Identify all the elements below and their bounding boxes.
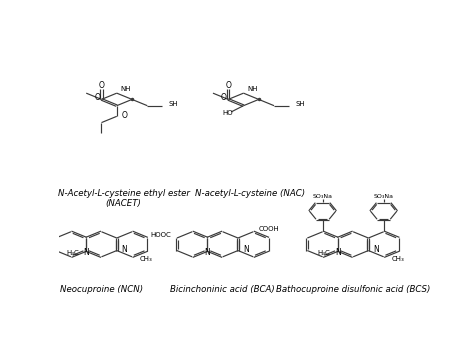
Text: Bicinchoninic acid (BCA): Bicinchoninic acid (BCA)	[170, 285, 275, 295]
Text: HOOC: HOOC	[151, 233, 172, 238]
Text: H₃C: H₃C	[66, 250, 79, 256]
Text: O: O	[94, 93, 100, 102]
Text: COOH: COOH	[259, 226, 280, 232]
Text: N: N	[83, 248, 89, 257]
Text: SH: SH	[169, 101, 179, 107]
Text: N: N	[205, 248, 210, 257]
Text: SH: SH	[296, 101, 305, 107]
Text: CH₃: CH₃	[392, 256, 404, 262]
Text: SO₃Na: SO₃Na	[312, 194, 333, 199]
Text: O: O	[121, 111, 128, 120]
Text: N-acetyl-L-cysteine (NAC): N-acetyl-L-cysteine (NAC)	[195, 189, 305, 198]
Text: O: O	[225, 81, 231, 90]
Text: Neocuproine (NCN): Neocuproine (NCN)	[60, 285, 143, 295]
Text: N: N	[335, 248, 341, 257]
Text: NH: NH	[247, 86, 258, 92]
Text: O: O	[221, 93, 227, 102]
Text: N-Acetyl-L-cysteine ethyl ester: N-Acetyl-L-cysteine ethyl ester	[58, 189, 190, 198]
Text: Bathocuproine disulfonic acid (BCS): Bathocuproine disulfonic acid (BCS)	[276, 285, 430, 295]
Text: N: N	[373, 245, 379, 254]
Text: SO₃Na: SO₃Na	[374, 194, 394, 199]
Text: NH: NH	[120, 86, 131, 92]
Text: H₃C: H₃C	[318, 250, 330, 256]
Text: N: N	[243, 245, 248, 254]
Text: O: O	[99, 81, 104, 90]
Text: CH₃: CH₃	[140, 256, 153, 262]
Text: (NACET): (NACET)	[106, 199, 141, 208]
Text: HO: HO	[222, 110, 233, 116]
Text: N: N	[121, 245, 128, 254]
